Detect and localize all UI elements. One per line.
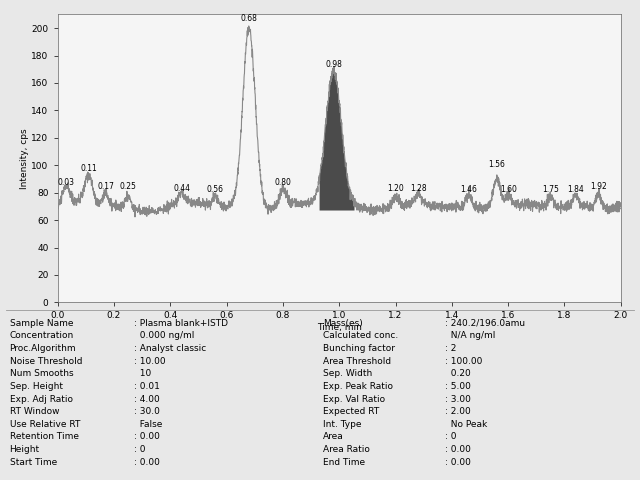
Text: 1.28: 1.28 xyxy=(410,184,426,192)
Text: 0.68: 0.68 xyxy=(241,13,257,23)
Text: 1.20: 1.20 xyxy=(387,184,404,192)
Text: Concentration: Concentration xyxy=(10,331,74,340)
Text: Area Ratio: Area Ratio xyxy=(323,445,370,454)
Text: 1.56: 1.56 xyxy=(488,160,506,169)
Text: Proc.Algorithm: Proc.Algorithm xyxy=(10,344,76,353)
Text: Sep. Width: Sep. Width xyxy=(323,369,372,378)
Text: : 0.00: : 0.00 xyxy=(445,457,470,467)
Text: 0.56: 0.56 xyxy=(207,185,224,194)
Text: 0.20: 0.20 xyxy=(445,369,470,378)
Text: : 30.0: : 30.0 xyxy=(134,407,160,416)
X-axis label: Time, min: Time, min xyxy=(317,323,362,332)
Text: Num Smooths: Num Smooths xyxy=(10,369,73,378)
Text: 1.46: 1.46 xyxy=(460,185,477,194)
Text: Sample Name: Sample Name xyxy=(10,319,73,328)
Text: : 0.00: : 0.00 xyxy=(445,445,470,454)
Text: Mass(es): Mass(es) xyxy=(323,319,363,328)
Text: Noise Threshold: Noise Threshold xyxy=(10,357,82,366)
Text: 0.44: 0.44 xyxy=(173,184,190,192)
Text: : 10.00: : 10.00 xyxy=(134,357,166,366)
Text: : 0.00: : 0.00 xyxy=(134,457,160,467)
Text: : 2: : 2 xyxy=(445,344,456,353)
Text: Int. Type: Int. Type xyxy=(323,420,362,429)
Text: 0.17: 0.17 xyxy=(97,182,114,192)
Text: Sep. Height: Sep. Height xyxy=(10,382,63,391)
Text: 1.92: 1.92 xyxy=(590,182,607,192)
Text: Exp. Adj Ratio: Exp. Adj Ratio xyxy=(10,395,72,404)
Text: Exp. Peak Ratio: Exp. Peak Ratio xyxy=(323,382,393,391)
Text: Expected RT: Expected RT xyxy=(323,407,380,416)
Text: Exp. Val Ratio: Exp. Val Ratio xyxy=(323,395,385,404)
Text: : 5.00: : 5.00 xyxy=(445,382,470,391)
Text: No Peak: No Peak xyxy=(445,420,487,429)
Text: End Time: End Time xyxy=(323,457,365,467)
Y-axis label: Intensity, cps: Intensity, cps xyxy=(20,128,29,189)
Text: 0.03: 0.03 xyxy=(58,178,74,187)
Text: : 0: : 0 xyxy=(134,445,146,454)
Text: : 0: : 0 xyxy=(445,432,456,441)
Text: : 0.00: : 0.00 xyxy=(134,432,160,441)
Text: Height: Height xyxy=(10,445,40,454)
Text: Start Time: Start Time xyxy=(10,457,57,467)
Text: : 2.00: : 2.00 xyxy=(445,407,470,416)
Text: 10: 10 xyxy=(134,369,152,378)
Text: : 0.01: : 0.01 xyxy=(134,382,160,391)
Text: Bunching factor: Bunching factor xyxy=(323,344,396,353)
Text: False: False xyxy=(134,420,163,429)
Text: : 3.00: : 3.00 xyxy=(445,395,470,404)
Text: : Plasma blank+ISTD: : Plasma blank+ISTD xyxy=(134,319,228,328)
Text: 1.60: 1.60 xyxy=(500,185,516,194)
Text: Use Relative RT: Use Relative RT xyxy=(10,420,80,429)
Text: 0.000 ng/ml: 0.000 ng/ml xyxy=(134,331,195,340)
Text: : Analyst classic: : Analyst classic xyxy=(134,344,207,353)
Text: RT Window: RT Window xyxy=(10,407,59,416)
Text: : 100.00: : 100.00 xyxy=(445,357,482,366)
Text: Calculated conc.: Calculated conc. xyxy=(323,331,399,340)
Text: 1.75: 1.75 xyxy=(542,185,559,194)
Text: 0.80: 0.80 xyxy=(275,178,291,187)
Text: 0.11: 0.11 xyxy=(80,165,97,173)
Text: : 4.00: : 4.00 xyxy=(134,395,160,404)
Text: : 240.2/196.0amu: : 240.2/196.0amu xyxy=(445,319,525,328)
Text: N/A ng/ml: N/A ng/ml xyxy=(445,331,495,340)
Text: Retention Time: Retention Time xyxy=(10,432,79,441)
Text: 1.84: 1.84 xyxy=(568,185,584,194)
Text: 0.98: 0.98 xyxy=(325,60,342,69)
Text: Area Threshold: Area Threshold xyxy=(323,357,391,366)
Text: 0.25: 0.25 xyxy=(120,182,136,192)
Text: Area: Area xyxy=(323,432,344,441)
